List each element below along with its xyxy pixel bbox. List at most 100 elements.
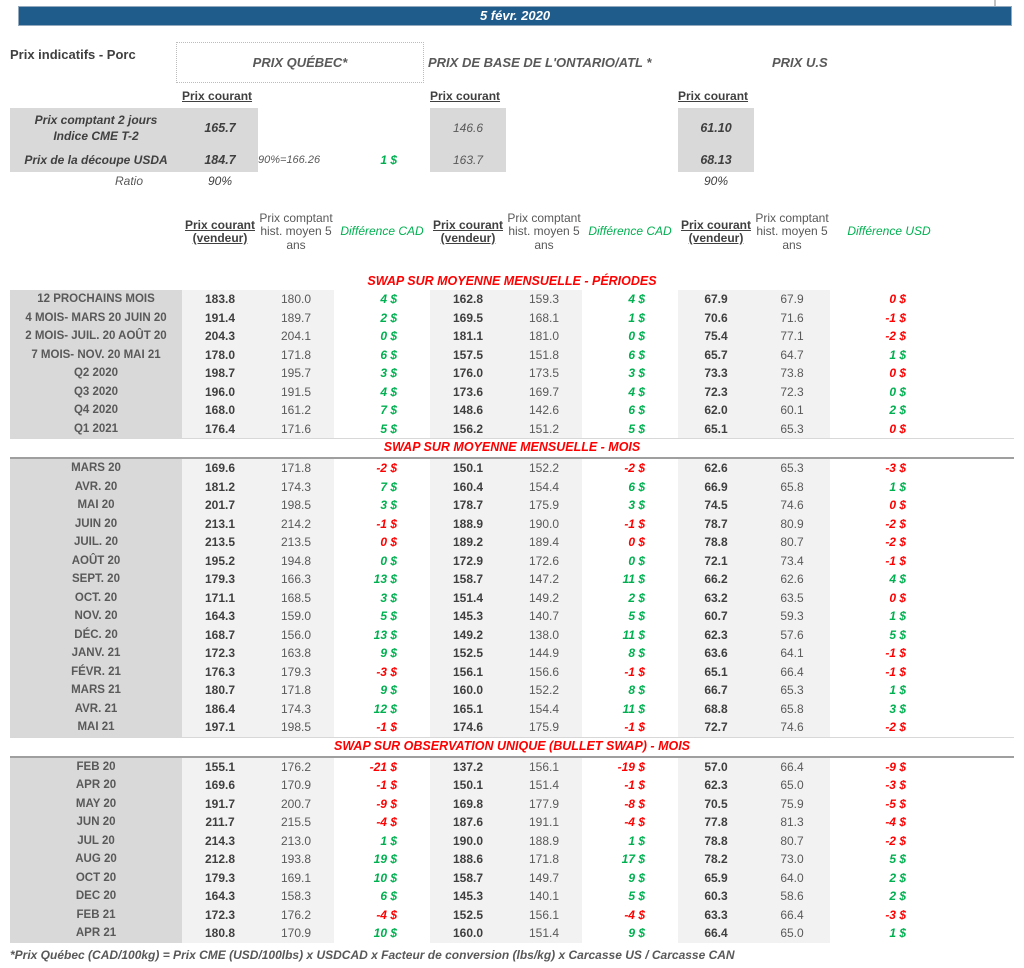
on-diff-value: 3 $ bbox=[628, 366, 645, 380]
qc-prix-courant-value: 172.3 bbox=[182, 644, 258, 663]
qc-prix-courant-value: 176.4 bbox=[182, 419, 258, 438]
table-row: 7 MOIS- NOV. 20 MAI 21 178.0 171.8 6 $ 157.5… bbox=[10, 345, 1014, 364]
row-label: JUL 20 bbox=[10, 831, 182, 850]
us-hist-value: 64.1 bbox=[754, 644, 830, 663]
qc-hist-value: 195.7 bbox=[258, 364, 334, 383]
qc-prix-courant-value: 178.0 bbox=[182, 345, 258, 364]
spot-row-ratio: Ratio 90% 90% bbox=[10, 172, 1014, 191]
on-diff-value: 1 $ bbox=[628, 310, 645, 325]
qc-prix-courant-value: 172.3 bbox=[182, 905, 258, 924]
on-hist-value: 152.2 bbox=[506, 459, 582, 478]
us-diff-value: 1 $ bbox=[889, 683, 906, 697]
qc-hist-value: 176.2 bbox=[258, 757, 334, 776]
qc-prix-courant-value: 179.3 bbox=[182, 868, 258, 887]
on-diff-value: 1 $ bbox=[628, 833, 645, 848]
table-row: FÉVR. 21 176.3 179.3 -3 $ 156.1 156.6 -1 $ 65.1… bbox=[10, 662, 1014, 681]
on-diff-value: 2 $ bbox=[628, 590, 645, 605]
us-prix-courant-value: 60.7 bbox=[678, 607, 754, 626]
qc-hist-value: 163.8 bbox=[258, 644, 334, 663]
on-hist-value: 189.4 bbox=[506, 533, 582, 552]
qc-diff-value: 10 $ bbox=[373, 926, 397, 940]
row-label: APR 21 bbox=[10, 924, 182, 943]
row-label: MAI 20 bbox=[10, 496, 182, 515]
us-hist-value: 66.4 bbox=[754, 662, 830, 681]
row-label: APR 20 bbox=[10, 776, 182, 795]
row-label: FÉVR. 21 bbox=[10, 662, 182, 681]
us-prix-courant-value: 73.3 bbox=[678, 364, 754, 383]
row-label: Q2 2020 bbox=[10, 364, 182, 383]
on-hist-value: 142.6 bbox=[506, 401, 582, 420]
table-row: AVR. 21 186.4 174.3 12 $ 165.1 154.4 11 $ 68.8 6… bbox=[10, 699, 1014, 718]
us-prix-courant-value: 72.7 bbox=[678, 718, 754, 737]
us-diff-value: -9 $ bbox=[885, 759, 906, 774]
on-hist-value: 149.7 bbox=[506, 868, 582, 887]
ontario-spot-decoupe-value: 163.7 bbox=[430, 148, 506, 172]
us-diff-value: 0 $ bbox=[889, 590, 906, 605]
on-diff-value: 8 $ bbox=[628, 683, 645, 697]
on-prix-courant-value: 145.3 bbox=[430, 887, 506, 906]
us-prix-courant-value: 65.1 bbox=[678, 419, 754, 438]
on-diff-value: -19 $ bbox=[617, 759, 645, 774]
us-hist-value: 81.3 bbox=[754, 813, 830, 832]
on-prix-courant-value: 172.9 bbox=[430, 551, 506, 570]
us-diff-value: 0 $ bbox=[889, 366, 906, 380]
price-table: Prix courant Prix courant Prix courant P… bbox=[10, 88, 1014, 943]
qc-diff-value: 19 $ bbox=[373, 852, 397, 866]
us-diff-value: -1 $ bbox=[885, 553, 906, 568]
section-title: SWAP SUR MOYENNE MENSUELLE - MOIS bbox=[10, 438, 1014, 459]
us-prix-courant-value: 57.0 bbox=[678, 757, 754, 776]
on-diff-value: 8 $ bbox=[628, 646, 645, 660]
qc-hist-value: 213.5 bbox=[258, 533, 334, 552]
on-diff-value: 4 $ bbox=[628, 292, 645, 306]
row-label: MAY 20 bbox=[10, 794, 182, 813]
qc-hist-value: 161.2 bbox=[258, 401, 334, 420]
ratio-note: 90%=166.26 bbox=[258, 154, 321, 166]
table-row: NOV. 20 164.3 159.0 5 $ 145.3 140.7 5 $ 60.7 59.… bbox=[10, 607, 1014, 626]
footnote: *Prix Québec (CAD/100kg) = Prix CME (USD… bbox=[10, 948, 735, 962]
on-hist-value: 156.1 bbox=[506, 757, 582, 776]
us-spot-decoupe-value: 68.13 bbox=[678, 148, 754, 172]
row-label: OCT 20 bbox=[10, 868, 182, 887]
qc-hist-value: 176.2 bbox=[258, 905, 334, 924]
qc-diff-value: 1 $ bbox=[380, 833, 397, 848]
qc-hist-value: 179.3 bbox=[258, 662, 334, 681]
qc-diff-value: 12 $ bbox=[373, 701, 397, 716]
qc-diff-value: -3 $ bbox=[376, 664, 397, 679]
us-diff-value: 3 $ bbox=[889, 701, 906, 716]
table-row: MAY 20 191.7 200.7 -9 $ 169.8 177.9 -8 $ 70.5 75… bbox=[10, 794, 1014, 813]
table-row: MARS 20 169.6 171.8 -2 $ 150.1 152.2 -2 $ 62.6 6… bbox=[10, 459, 1014, 478]
row-label: Q4 2020 bbox=[10, 401, 182, 420]
us-diff-value: 1 $ bbox=[889, 926, 906, 940]
qc-diff-value: 0 $ bbox=[380, 553, 397, 568]
on-prix-courant-value: 150.1 bbox=[430, 776, 506, 795]
us-hist-value: 74.6 bbox=[754, 718, 830, 737]
qc-diff-value: 13 $ bbox=[373, 572, 397, 586]
on-prix-courant-value: 162.8 bbox=[430, 290, 506, 309]
on-prix-courant-value: 160.0 bbox=[430, 681, 506, 700]
page-title: Prix indicatifs - Porc bbox=[10, 47, 136, 62]
on-prix-courant-value: 190.0 bbox=[430, 831, 506, 850]
table-row: DEC 20 164.3 158.3 6 $ 145.3 140.1 5 $ 60.3 58.6… bbox=[10, 887, 1014, 906]
on-hist-value: 138.0 bbox=[506, 625, 582, 644]
on-prix-courant-value: 152.5 bbox=[430, 905, 506, 924]
qc-diff-value: 10 $ bbox=[373, 870, 397, 885]
on-prix-courant-value: 165.1 bbox=[430, 699, 506, 718]
on-hist-value: 172.6 bbox=[506, 551, 582, 570]
us-prix-courant-value: 65.7 bbox=[678, 345, 754, 364]
us-hist-value: 80.7 bbox=[754, 831, 830, 850]
on-diff-value: 9 $ bbox=[628, 926, 645, 940]
qc-hist-value: 171.8 bbox=[258, 459, 334, 478]
us-prix-courant-value: 62.3 bbox=[678, 625, 754, 644]
qc-prix-courant-value: 196.0 bbox=[182, 382, 258, 401]
date-banner: 5 févr. 2020 bbox=[18, 6, 1012, 26]
us-hist-value: 57.6 bbox=[754, 625, 830, 644]
qc-prix-courant-value: 197.1 bbox=[182, 718, 258, 737]
column-header-hist-ontario: Prix comptant hist. moyen 5 ans bbox=[507, 210, 581, 252]
us-hist-value: 74.6 bbox=[754, 496, 830, 515]
qc-hist-value: 200.7 bbox=[258, 794, 334, 813]
qc-hist-value: 168.5 bbox=[258, 588, 334, 607]
on-hist-value: 181.0 bbox=[506, 327, 582, 346]
us-prix-courant-value: 62.0 bbox=[678, 401, 754, 420]
on-prix-courant-value: 150.1 bbox=[430, 459, 506, 478]
row-label: AVR. 20 bbox=[10, 477, 182, 496]
